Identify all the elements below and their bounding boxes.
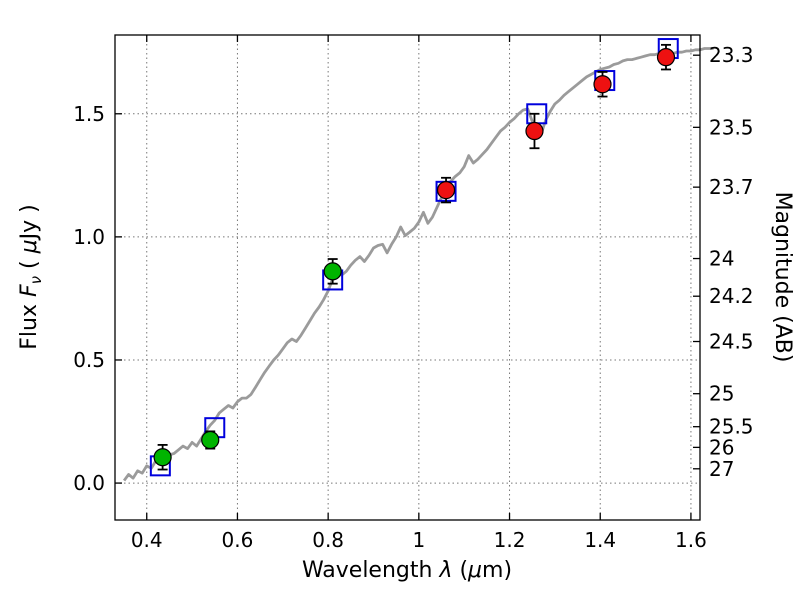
observed-point-green: [153, 448, 172, 467]
x-tick-label: 1.6: [675, 528, 707, 552]
observed-points-layer: [153, 48, 676, 467]
y-axis-label-left: Flux Fν ( μJy ): [17, 204, 45, 349]
x-tick-label: 0.4: [131, 528, 163, 552]
model-photometry-layer: [149, 38, 679, 477]
y-tick-label-right: 25.5: [709, 415, 754, 439]
axes-frame-layer: [114, 34, 701, 521]
plot-frame: [114, 34, 701, 521]
observed-point-red: [525, 121, 544, 141]
x-tick-label: 1.4: [584, 528, 616, 552]
y-tick-label-left: 1.0: [73, 225, 105, 249]
x-tick-label: 0.6: [222, 528, 254, 552]
x-axis-label: Wavelength λ (μm): [302, 558, 512, 583]
y-tick-label-left: 0.5: [73, 348, 105, 372]
model-spectrum-line: [122, 47, 714, 482]
y-tick-label-right: 24: [709, 247, 734, 271]
y-tick-label-left: 1.5: [73, 102, 105, 126]
y-tick-label-right: 26: [709, 435, 734, 459]
tick-label-layer: 0.4 0.6 0.8 1 1.2 1.4 1.6 0.0 0.5 1.0 1.5 23.3 23.5 2…: [73, 43, 753, 552]
x-tick-label: 1.2: [494, 528, 526, 552]
grid-layer: [115, 35, 700, 520]
observed-point-red: [436, 181, 456, 200]
y-tick-label-right: 24.2: [709, 284, 754, 308]
observed-point-red: [593, 75, 612, 94]
observed-point-green: [323, 262, 342, 281]
y-tick-label-right: 24.5: [709, 330, 754, 354]
model-spectrum-layer: [122, 47, 714, 482]
y-axis-label-right: Magnitude (AB): [770, 192, 795, 363]
x-tick-label: 0.8: [312, 528, 344, 552]
y-tick-label-right: 23.7: [709, 175, 754, 199]
y-tick-label-left: 0.0: [73, 471, 105, 495]
y-tick-label-right: 27: [709, 457, 734, 481]
observed-point-red: [656, 48, 676, 67]
y-tick-label-right: 23.3: [709, 43, 754, 67]
x-tick-label: 1: [412, 528, 425, 552]
observed-point-green: [201, 430, 220, 450]
y-tick-label-right: 23.5: [709, 115, 754, 139]
y-tick-label-right: 25: [709, 382, 734, 406]
